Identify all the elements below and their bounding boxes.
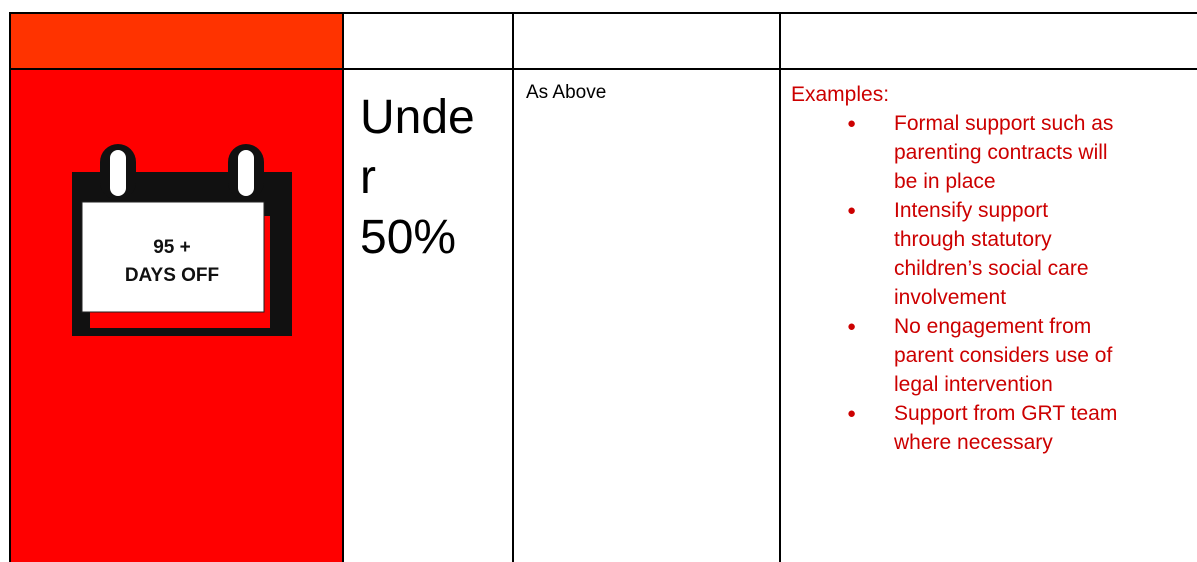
list-item-line: children’s social care: [894, 257, 1089, 280]
calendar-label-top: 95 +: [153, 237, 191, 258]
table-border-top: [9, 12, 1197, 14]
examples-cell: Examples: Formal support such as parenti…: [791, 80, 1191, 457]
list-item-line: parenting contracts will: [894, 141, 1108, 164]
list-item: Support from GRT team where necessary: [847, 399, 1191, 457]
list-item-line: parent considers use of: [894, 344, 1113, 367]
list-item-line: through statutory: [894, 228, 1052, 251]
examples-title: Examples:: [791, 83, 890, 106]
list-item-line: No engagement from: [894, 315, 1092, 338]
actions-cell-text: As Above: [526, 82, 607, 103]
table-border-col2: [512, 12, 514, 562]
table-border-row: [9, 68, 1197, 70]
attendance-threshold: Unde r 50%: [360, 88, 500, 268]
attendance-line: 50%: [360, 211, 457, 264]
list-item: No engagement from parent considers use …: [847, 312, 1191, 399]
list-item-line: involvement: [894, 286, 1007, 309]
list-item: Intensify support through statutory chil…: [847, 196, 1191, 312]
list-item-line: Intensify support: [894, 199, 1049, 222]
calendar-icon: 95 + DAYS OFF: [72, 144, 292, 336]
table-border-col1: [342, 12, 344, 562]
calendar-label-bottom: DAYS OFF: [125, 265, 219, 286]
list-item-line: legal intervention: [894, 373, 1053, 396]
list-item-line: Support from GRT team: [894, 402, 1118, 425]
attendance-line: r: [360, 151, 376, 204]
attendance-line: Unde: [360, 91, 475, 144]
list-item-line: Formal support such as: [894, 112, 1114, 135]
header-cell-icon-column: [11, 14, 342, 68]
table-border-left: [9, 12, 11, 562]
list-item-line: be in place: [894, 170, 996, 193]
list-item: Formal support such as parenting contrac…: [847, 109, 1191, 196]
list-item-line: where necessary: [894, 431, 1053, 454]
table-border-col3: [779, 12, 781, 562]
examples-list: Formal support such as parenting contrac…: [791, 109, 1191, 457]
